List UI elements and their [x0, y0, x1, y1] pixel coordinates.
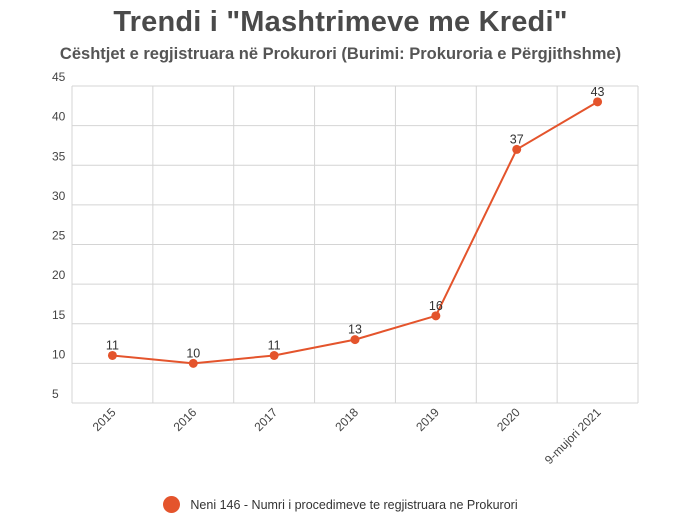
legend-marker — [163, 496, 181, 513]
data-point-2 — [269, 350, 279, 360]
data-point-1 — [188, 358, 198, 368]
data-label-0: 11 — [106, 338, 119, 352]
data-label-5: 37 — [510, 132, 524, 146]
data-label-2: 11 — [268, 338, 281, 352]
legend: Neni 146 - Numri i procedimeve te regjis… — [0, 496, 681, 513]
data-points — [107, 97, 603, 368]
y-axis: 5 10 15 20 25 30 35 40 45 — [52, 70, 66, 401]
chart-subtitle: Cështjet e regjistruara në Prokurori (Bu… — [59, 45, 622, 63]
x-tick-label-4: 2019 — [413, 405, 442, 434]
y-tick-label-45: 45 — [52, 70, 66, 84]
data-point-6 — [593, 97, 603, 107]
x-tick-label-3: 2018 — [332, 405, 361, 434]
data-label-1: 10 — [186, 346, 200, 360]
data-label-4: 16 — [429, 299, 443, 313]
x-tick-label-1: 2016 — [171, 405, 200, 434]
data-labels: 11 10 11 13 16 37 43 — [106, 85, 605, 361]
x-tick-label-6: 9-mujori 2021 — [542, 405, 604, 467]
x-axis: 2015 2016 2017 2018 2019 2020 9-mujori 2021 — [90, 405, 604, 467]
y-tick-label-5: 5 — [52, 387, 59, 401]
y-tick-label-30: 30 — [52, 189, 66, 203]
data-label-6: 43 — [591, 85, 605, 99]
y-tick-label-25: 25 — [52, 229, 66, 243]
data-point-4 — [431, 311, 441, 321]
x-tick-label-0: 2015 — [90, 405, 119, 434]
x-tick-label-2: 2017 — [251, 405, 280, 434]
y-tick-label-40: 40 — [52, 110, 66, 124]
y-tick-label-15: 15 — [52, 308, 66, 322]
x-tick-label-5: 2020 — [494, 405, 523, 434]
y-tick-label-10: 10 — [52, 347, 66, 361]
grid-lines — [71, 85, 639, 404]
data-point-3 — [350, 335, 360, 345]
data-point-5 — [512, 144, 522, 154]
y-tick-label-35: 35 — [52, 149, 66, 163]
chart-title: Trendi i "Mashtrimeve me Kredi" — [113, 6, 568, 38]
legend-label: Neni 146 - Numri i procedimeve te regjis… — [190, 497, 518, 512]
y-tick-label-20: 20 — [52, 268, 66, 282]
data-label-3: 13 — [348, 323, 362, 337]
data-point-0 — [107, 350, 117, 360]
